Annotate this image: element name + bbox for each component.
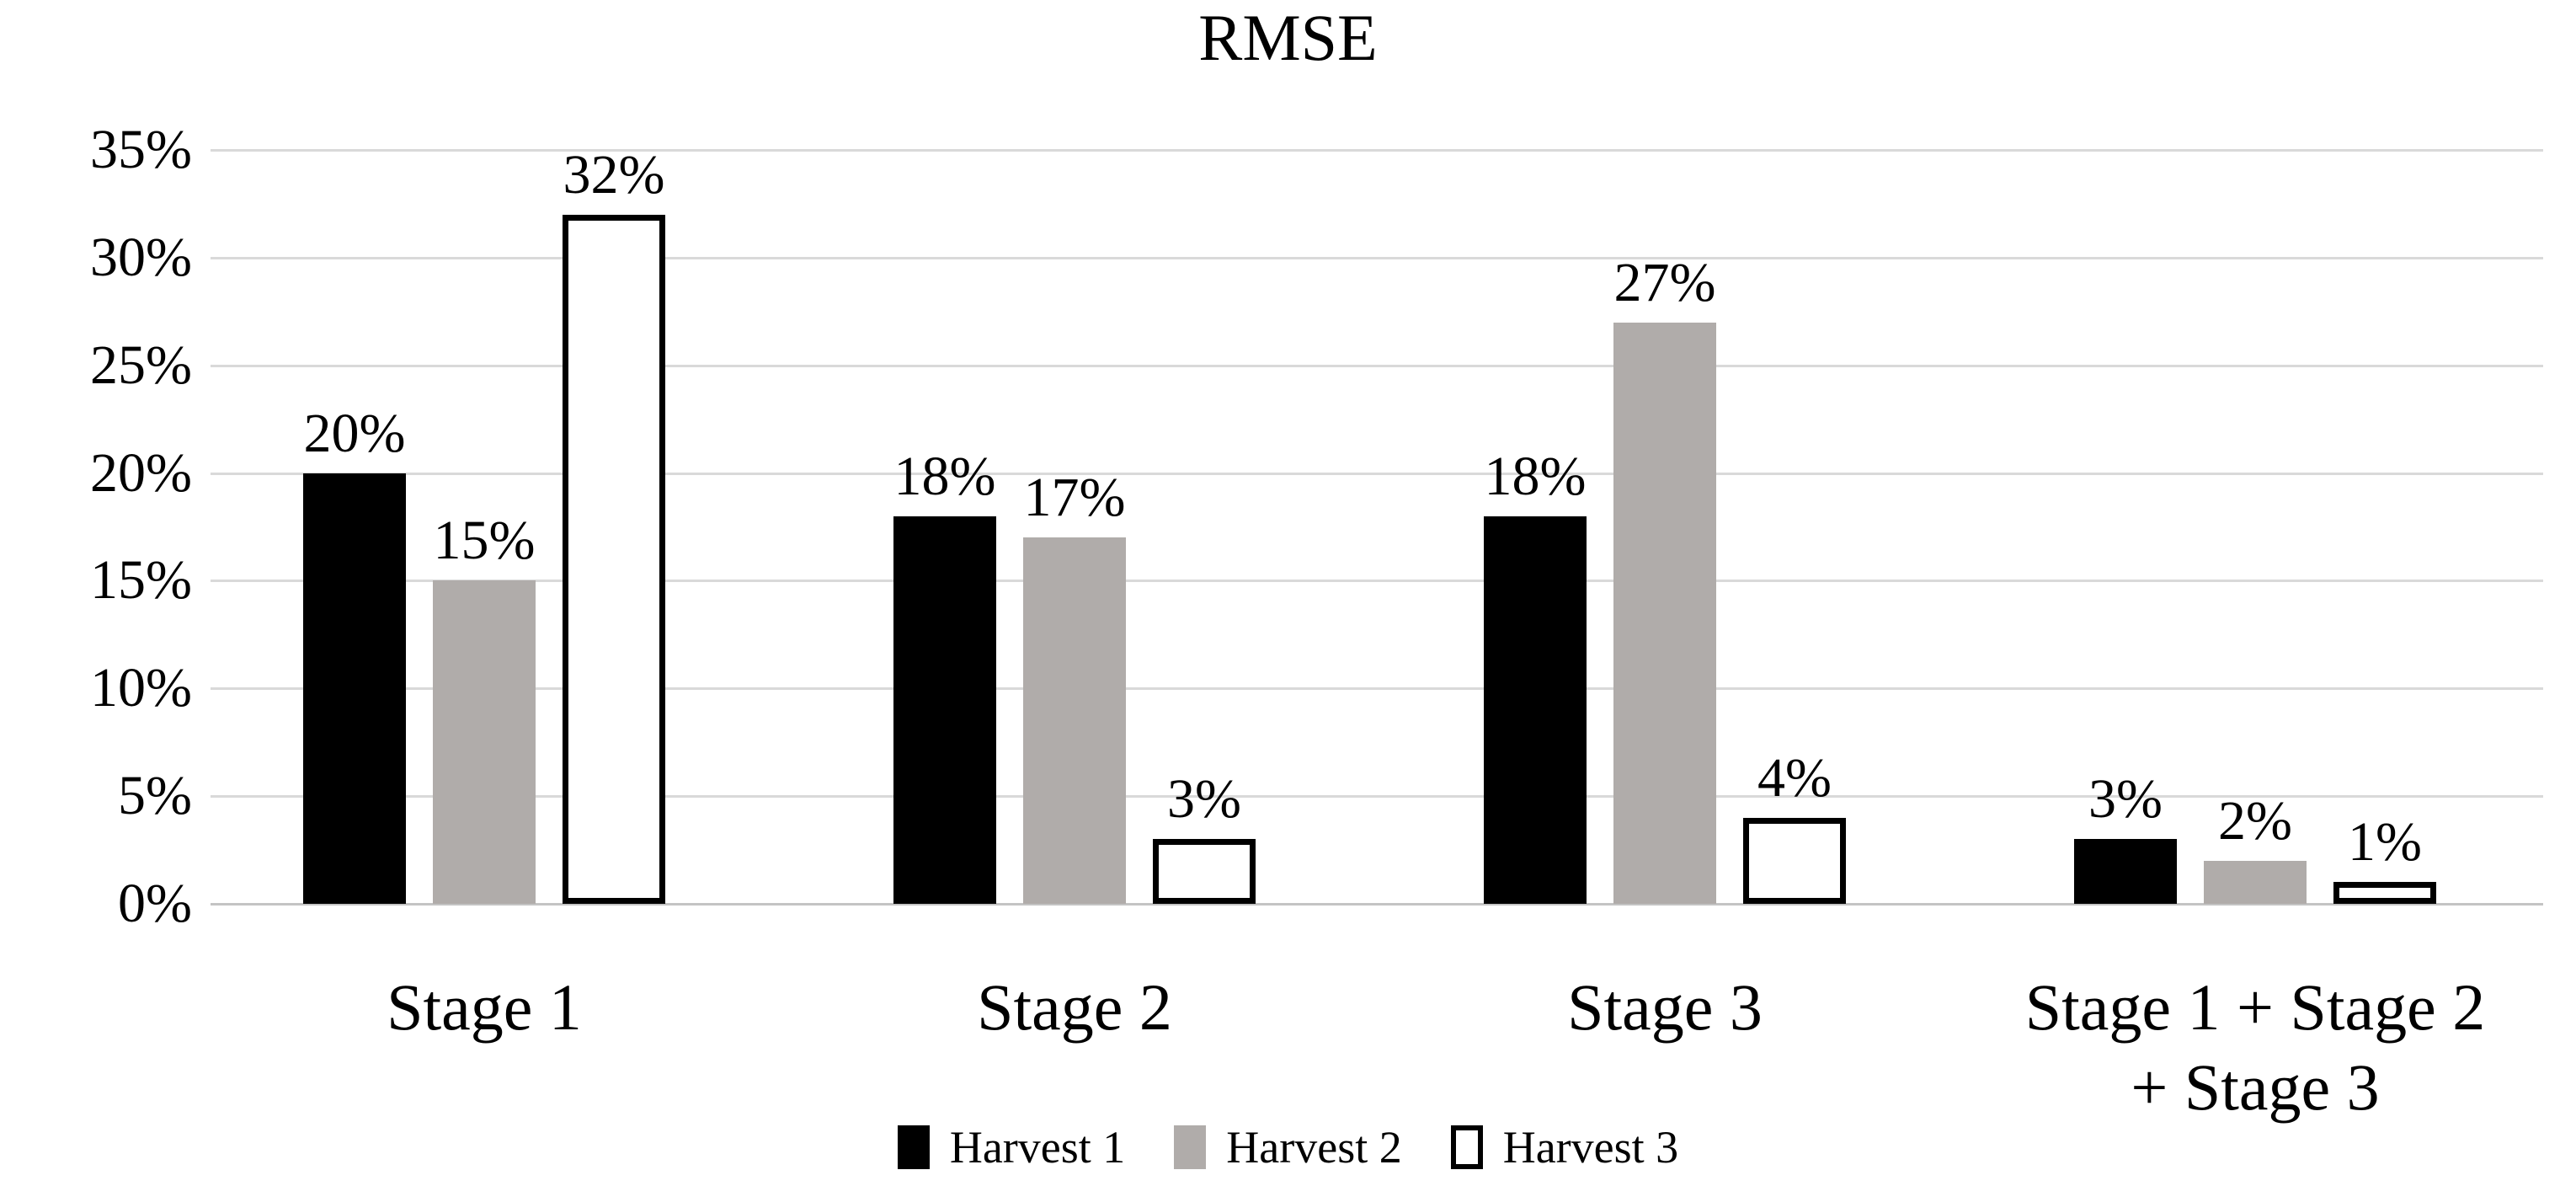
bar-value-label: 2% <box>2218 790 2292 852</box>
bar-value-label: 1% <box>2348 811 2422 873</box>
bar-value-label: 15% <box>433 510 536 571</box>
legend-item-harvest-1: Harvest 1 <box>897 1122 1126 1173</box>
bar-value-label: 32% <box>563 144 665 206</box>
bar-value-label: 20% <box>303 403 406 464</box>
bar-harvest-3-4 <box>2333 882 2436 904</box>
bar-harvest-1-1 <box>303 473 406 904</box>
gridline-20% <box>211 472 2543 475</box>
x-axis-label-4: Stage 1 + Stage 2 + Stage 3 <box>2024 970 2486 1125</box>
gridline-15% <box>211 580 2543 583</box>
gridline-25% <box>211 364 2543 367</box>
bar-value-label: 27% <box>1613 252 1716 313</box>
bar-value-label: 3% <box>1167 768 1241 830</box>
bar-value-label: 3% <box>2088 768 2163 830</box>
chart-title: RMSE <box>1198 1 1378 74</box>
legend-item-harvest-2: Harvest 2 <box>1174 1122 1402 1173</box>
y-tick-label: 30% <box>90 226 192 288</box>
bar-value-label: 17% <box>1023 467 1126 528</box>
y-tick-label: 0% <box>118 873 192 934</box>
gridline-10% <box>211 687 2543 691</box>
x-axis-label-1: Stage 1 <box>387 970 582 1044</box>
bar-harvest-3-3 <box>1743 818 1846 904</box>
bar-value-label: 18% <box>893 446 996 507</box>
gridline-5% <box>211 795 2543 799</box>
legend-label: Harvest 1 <box>949 1122 1126 1173</box>
legend-label: Harvest 3 <box>1502 1122 1679 1173</box>
bar-harvest-2-2 <box>1023 537 1126 904</box>
bar-harvest-3-2 <box>1153 839 1256 904</box>
y-tick-label: 10% <box>90 657 192 719</box>
bar-harvest-3-1 <box>563 215 665 904</box>
bar-harvest-2-4 <box>2204 861 2307 904</box>
legend-swatch-icon <box>897 1125 930 1169</box>
legend-label: Harvest 2 <box>1226 1122 1402 1173</box>
bar-value-label: 4% <box>1757 747 1832 809</box>
bar-harvest-2-3 <box>1613 323 1716 904</box>
x-axis-label-3: Stage 3 <box>1567 970 1763 1044</box>
legend-item-harvest-3: Harvest 3 <box>1450 1122 1679 1173</box>
bar-value-label: 18% <box>1484 446 1587 507</box>
bar-harvest-1-2 <box>893 516 996 904</box>
bar-harvest-1-4 <box>2074 839 2177 904</box>
gridline-30% <box>211 256 2543 259</box>
legend-swatch-icon <box>1450 1125 1483 1169</box>
y-tick-label: 20% <box>90 441 192 504</box>
y-tick-label: 25% <box>90 334 192 396</box>
y-tick-label: 5% <box>118 765 192 827</box>
bar-harvest-1-3 <box>1484 516 1587 904</box>
x-axis-label-2: Stage 2 <box>977 970 1172 1044</box>
gridline-35% <box>211 149 2543 152</box>
gridline-0% <box>211 903 2543 906</box>
legend: Harvest 1 Harvest 2 Harvest 3 <box>0 1114 2576 1181</box>
plot-area: 20% 15% 32% 18% 17% 3% 18% 27% 4% 3% 2% 1% <box>211 144 2543 906</box>
legend-swatch-icon <box>1174 1125 1207 1169</box>
bar-harvest-2-1 <box>433 580 536 904</box>
y-tick-label: 35% <box>90 119 192 180</box>
y-tick-label: 15% <box>90 549 192 612</box>
